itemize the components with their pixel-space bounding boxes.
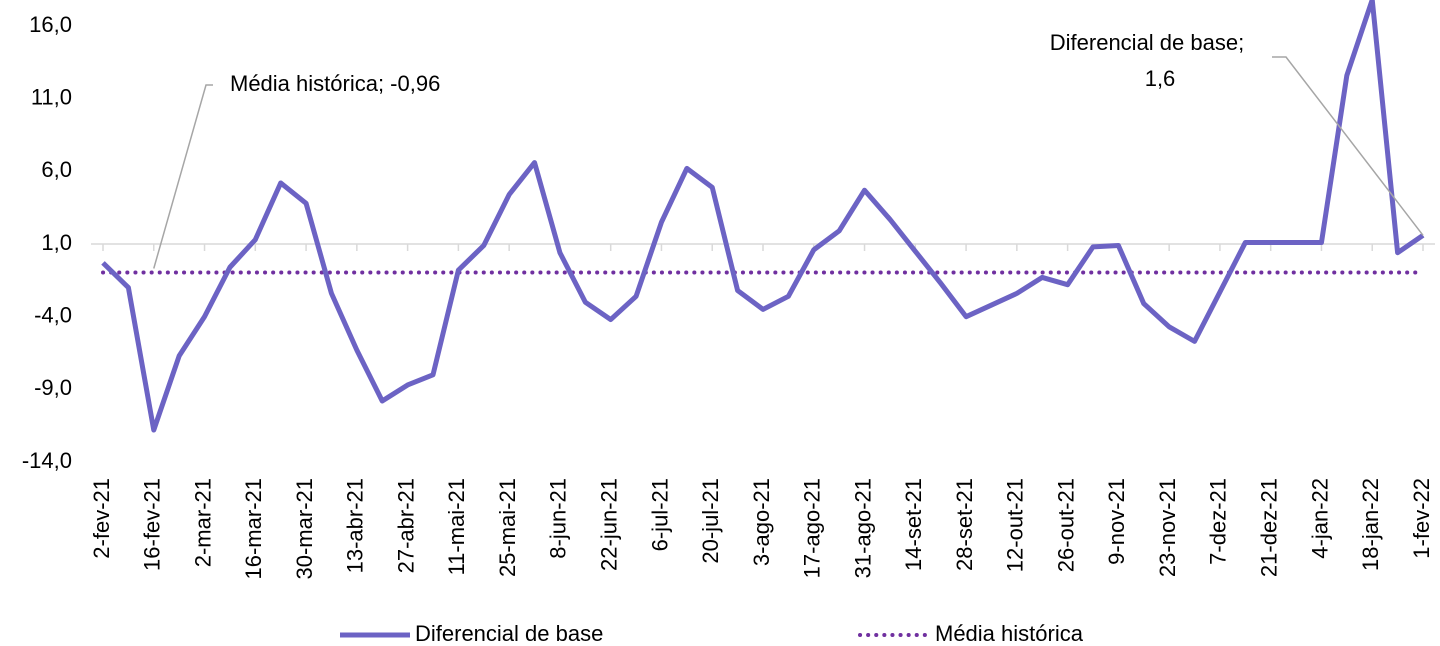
x-tick-label: 7-dez-21 xyxy=(1206,478,1231,565)
x-tick-label: 25-mai-21 xyxy=(495,478,520,577)
x-tick-label: 6-jul-21 xyxy=(647,478,672,551)
y-tick-label: -9,0 xyxy=(34,375,72,400)
leader-line xyxy=(153,84,213,269)
x-tick-label: 18-jan-22 xyxy=(1358,478,1383,571)
annotation: Média histórica; -0,96 xyxy=(230,71,440,96)
legend-label: Média histórica xyxy=(935,621,1084,646)
annotation: 1,6 xyxy=(1145,66,1176,91)
x-tick-label: 11-mai-21 xyxy=(444,478,469,575)
x-tick-label: 26-out-21 xyxy=(1053,478,1078,572)
x-tick-label: 4-jan-22 xyxy=(1307,478,1332,559)
y-tick-label: 16,0 xyxy=(29,12,72,37)
x-tick-label: 3-ago-21 xyxy=(749,478,774,566)
x-tick-label: 31-ago-21 xyxy=(850,478,875,578)
x-tick-label: 16-mar-21 xyxy=(241,478,266,579)
x-tick-label: 21-dez-21 xyxy=(1257,478,1282,577)
x-tick-label: 14-set-21 xyxy=(901,478,926,571)
x-tick-label: 27-abr-21 xyxy=(393,478,418,573)
x-tick-label: 17-ago-21 xyxy=(800,478,825,578)
y-tick-label: 11,0 xyxy=(31,84,72,109)
x-tick-label: 13-abr-21 xyxy=(343,478,368,573)
x-tick-label: 22-jun-21 xyxy=(597,478,622,571)
legend-label: Diferencial de base xyxy=(415,621,603,646)
x-tick-label: 2-fev-21 xyxy=(89,478,114,559)
x-tick-label: 28-set-21 xyxy=(952,478,977,571)
y-tick-label: 1,0 xyxy=(41,230,72,255)
y-tick-label: 6,0 xyxy=(41,157,72,182)
x-tick-label: 30-mar-21 xyxy=(292,478,317,579)
x-tick-label: 20-jul-21 xyxy=(698,478,723,564)
x-tick-label: 1-fev-22 xyxy=(1409,478,1434,559)
x-tick-label: 16-fev-21 xyxy=(140,478,165,571)
series-line xyxy=(101,0,1425,433)
x-tick-label: 12-out-21 xyxy=(1003,478,1028,572)
x-tick-label: 9-nov-21 xyxy=(1104,478,1129,565)
x-tick-label: 2-mar-21 xyxy=(190,478,215,567)
annotation: Diferencial de base; xyxy=(1050,30,1244,55)
x-tick-label: 8-jun-21 xyxy=(546,478,571,559)
leader-line xyxy=(1272,56,1424,236)
y-tick-label: -4,0 xyxy=(34,302,72,327)
y-tick-label: -14,0 xyxy=(22,448,72,473)
x-tick-label: 23-nov-21 xyxy=(1155,478,1180,577)
